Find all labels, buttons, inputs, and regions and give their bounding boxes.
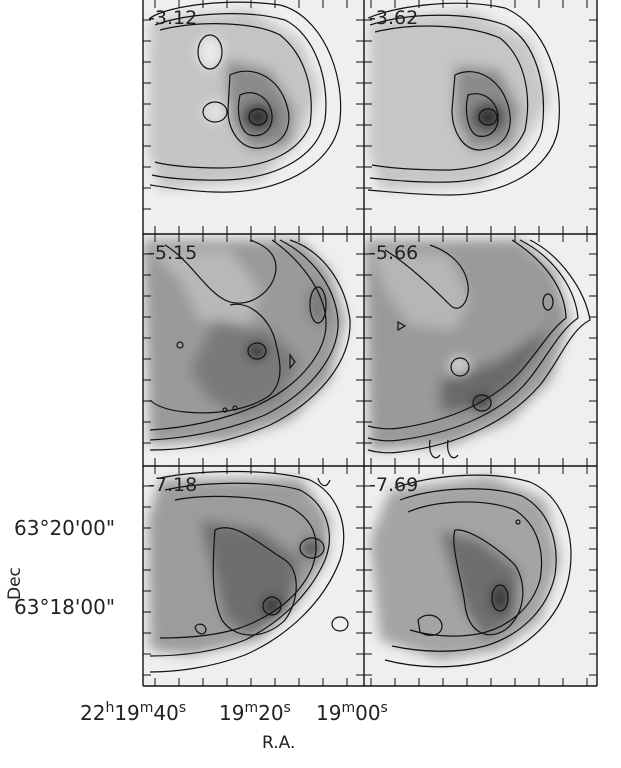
panel-5: [364, 466, 597, 686]
axis-ticks: [143, 0, 597, 686]
velocity-label-3: -5.66: [369, 242, 418, 264]
y-tick-label-1: 63°18'00": [14, 595, 115, 619]
velocity-label-5: -7.69: [369, 474, 418, 496]
y-axis-label: Dec: [5, 567, 25, 600]
velocity-labels: -3.12 -3.62 -5.15 -5.66 -7.18 -7.69: [148, 7, 418, 496]
y-tick-label-0: 63°20'00": [14, 516, 115, 540]
x-tick-label-0: 22h19m40s: [80, 700, 186, 725]
panel-frames: [142, 0, 598, 687]
panel-2: [143, 234, 364, 466]
velocity-label-0: -3.12: [148, 7, 197, 29]
velocity-label-2: -5.15: [148, 242, 197, 264]
velocity-label-4: -7.18: [148, 474, 197, 496]
x-tick-label-2: 19m00s: [316, 700, 388, 725]
panel-0: [143, 0, 364, 234]
panel-4: [143, 466, 364, 686]
velocity-label-1: -3.62: [369, 7, 418, 29]
x-tick-label-1: 19m20s: [219, 700, 291, 725]
panel-3: [364, 234, 597, 466]
x-axis-label: R.A.: [262, 733, 295, 753]
panel-1: [364, 0, 597, 234]
